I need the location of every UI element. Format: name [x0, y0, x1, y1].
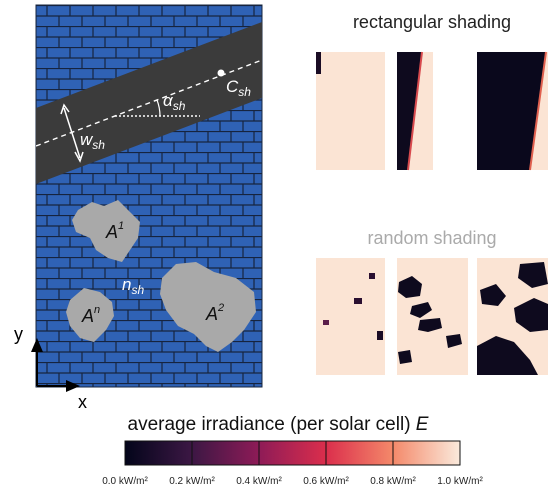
- colorbar-tick-label: 0.2 kW/m²: [169, 476, 215, 487]
- colorbar-tick-label: 0.6 kW/m²: [303, 476, 349, 487]
- panel-title: random shading: [367, 228, 496, 248]
- y-axis-label: y: [14, 324, 23, 344]
- label-sup: 1: [118, 220, 124, 232]
- label-sup: 2: [217, 302, 224, 314]
- label-sub: sh: [131, 283, 144, 297]
- title-symbol: E: [416, 414, 429, 435]
- colorbar: [125, 441, 460, 465]
- colorbar-tick-label: 0.4 kW/m²: [236, 476, 282, 487]
- label-main: A: [105, 222, 118, 242]
- label-main: A: [205, 304, 218, 324]
- title-text: average irradiance (per solar cell): [128, 414, 416, 435]
- figure: Csh αsh wsh A1 An A2 nsh y x rectangular…: [0, 0, 554, 490]
- colorbar-title: average irradiance (per solar cell) E: [128, 414, 429, 435]
- colorbar-tick-label: 0.8 kW/m²: [370, 476, 416, 487]
- shading-examples: [316, 52, 548, 375]
- label-sub: sh: [92, 138, 105, 152]
- label-sub: sh: [238, 85, 251, 99]
- panel-title: rectangular shading: [353, 12, 511, 32]
- x-axis-label: x: [78, 392, 87, 412]
- label-sup: n: [94, 304, 100, 316]
- label-main: C: [226, 77, 239, 96]
- colorbar-tick-label: 0.0 kW/m²: [102, 476, 148, 487]
- label-sub: sh: [173, 99, 186, 113]
- label-main: n: [122, 275, 131, 294]
- module-array: Csh αsh wsh A1 An A2 nsh: [36, 5, 262, 387]
- label-main: A: [81, 306, 94, 326]
- colorbar-tick-label: 1.0 kW/m²: [437, 476, 483, 487]
